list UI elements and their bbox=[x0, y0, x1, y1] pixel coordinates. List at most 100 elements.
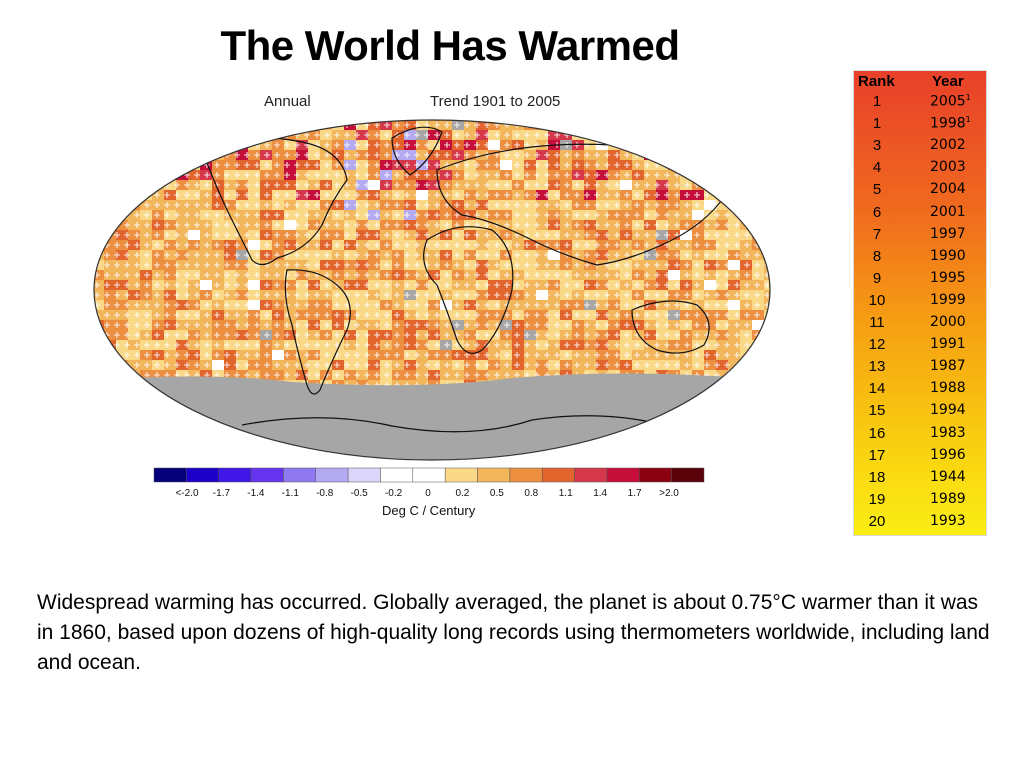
trend-cell bbox=[140, 140, 152, 150]
trend-cell bbox=[692, 140, 704, 150]
year-value: 1990 bbox=[930, 247, 966, 264]
world-map: Annual Trend 1901 to 2005 <-2.0 -1.7 -1.4 -… bbox=[93, 93, 771, 518]
ranking-row: 12 1991 bbox=[854, 336, 988, 358]
trend-cell bbox=[260, 130, 272, 140]
trend-cell bbox=[116, 150, 128, 160]
trend-cell bbox=[728, 160, 740, 170]
ranking-row: 13 1987 bbox=[854, 358, 988, 380]
trend-cell bbox=[116, 130, 128, 140]
rank-value: 5 bbox=[872, 181, 882, 199]
trend-cell bbox=[116, 190, 128, 200]
legend-swatch bbox=[444, 467, 478, 483]
trend-cell bbox=[752, 380, 764, 390]
legend-tick-label: 1.1 bbox=[559, 488, 573, 499]
trend-cell bbox=[94, 180, 104, 190]
trend-cell bbox=[704, 140, 716, 150]
ranking-row: 3 2002 bbox=[854, 137, 988, 159]
year-value: 1991 bbox=[930, 336, 966, 353]
legend-tick-label: 0.2 bbox=[455, 488, 469, 499]
trend-cell bbox=[200, 150, 212, 160]
year-value: 2001 bbox=[930, 203, 966, 220]
rank-header: Rank bbox=[858, 73, 895, 90]
trend-cell bbox=[572, 120, 584, 130]
trend-cell bbox=[764, 350, 770, 360]
trend-cell bbox=[116, 140, 128, 150]
trend-cell bbox=[728, 120, 740, 130]
legend-title: Deg C / Century bbox=[382, 503, 476, 518]
trend-cell bbox=[728, 380, 740, 390]
trend-cell bbox=[740, 200, 752, 210]
trend-cell bbox=[104, 370, 116, 380]
ranking-row: 15 1994 bbox=[854, 402, 988, 424]
trend-cell bbox=[728, 180, 740, 190]
trend-cell bbox=[704, 160, 716, 170]
temperature-trend-map: Annual Trend 1901 to 2005 <-2.0 -1.7 -1.4 -… bbox=[92, 90, 772, 520]
legend-tick-label: -0.8 bbox=[316, 488, 334, 499]
legend-tick-label: -0.2 bbox=[385, 488, 403, 499]
rank-value: 6 bbox=[872, 203, 882, 221]
legend-swatch bbox=[380, 467, 414, 483]
trend-cell bbox=[284, 120, 296, 130]
rank-value: 4 bbox=[872, 159, 882, 177]
trend-cell bbox=[584, 120, 596, 130]
legend-swatch bbox=[477, 467, 511, 483]
trend-cell bbox=[764, 370, 770, 380]
trend-cell bbox=[752, 140, 764, 150]
rank-value: 13 bbox=[868, 358, 886, 376]
trend-cell bbox=[104, 220, 116, 230]
trend-cell bbox=[752, 150, 764, 160]
trend-cell bbox=[656, 130, 668, 140]
legend-tick-label: -1.1 bbox=[282, 488, 300, 499]
trend-cell bbox=[560, 120, 572, 130]
slide-title: The World Has Warmed bbox=[220, 22, 680, 69]
trend-cell bbox=[188, 120, 200, 130]
trend-cell bbox=[764, 210, 770, 220]
trend-cell bbox=[140, 160, 152, 170]
trend-cell bbox=[704, 170, 716, 180]
ranking-row: 1 19981 bbox=[854, 115, 988, 137]
trend-cell bbox=[94, 240, 104, 250]
trend-cell bbox=[596, 120, 608, 130]
trend-cell bbox=[176, 120, 188, 130]
trend-cell bbox=[296, 120, 308, 130]
legend-tick-label: -0.5 bbox=[351, 488, 369, 499]
trend-cell bbox=[632, 120, 644, 130]
ranking-row: 4 2003 bbox=[854, 159, 988, 181]
trend-cell bbox=[764, 340, 770, 350]
year-footnote: 1 bbox=[965, 93, 971, 102]
trend-cell bbox=[740, 170, 752, 180]
trend-cell bbox=[212, 120, 224, 130]
trend-cell bbox=[692, 130, 704, 140]
color-legend: <-2.0 -1.7 -1.4 -1.1 -0.8 -0.5 -0.2 0 0.2 0.5 0.8 1… bbox=[153, 467, 705, 518]
trend-cell bbox=[740, 190, 752, 200]
trend-cell bbox=[764, 190, 770, 200]
trend-cell bbox=[740, 380, 752, 390]
trend-cell bbox=[176, 130, 188, 140]
trend-cell bbox=[680, 160, 692, 170]
trend-cell bbox=[94, 190, 104, 200]
trend-cell bbox=[116, 180, 128, 190]
trend-cell bbox=[260, 120, 272, 130]
continent-outlines bbox=[201, 126, 733, 395]
trend-cell bbox=[104, 180, 116, 190]
trend-cell bbox=[164, 140, 176, 150]
year-value: 2003 bbox=[930, 159, 966, 176]
trend-cell bbox=[140, 170, 152, 180]
trend-cell bbox=[94, 160, 104, 170]
ranking-row: 7 1997 bbox=[854, 226, 988, 248]
trend-cell bbox=[212, 140, 224, 150]
trend-cell bbox=[94, 370, 104, 380]
legend-tick-label: -1.7 bbox=[213, 488, 231, 499]
trend-cell bbox=[764, 160, 770, 170]
north-america-outline bbox=[201, 136, 348, 266]
map-label-trend: Trend 1901 to 2005 bbox=[430, 93, 560, 110]
trend-cell bbox=[764, 250, 770, 260]
legend-swatch bbox=[412, 467, 446, 483]
year-value: 19981 bbox=[930, 115, 971, 132]
trend-cell bbox=[764, 170, 770, 180]
rank-value: 3 bbox=[872, 137, 882, 155]
trend-cell bbox=[94, 120, 104, 130]
trend-cell bbox=[152, 130, 164, 140]
rank-value: 18 bbox=[868, 468, 886, 486]
trend-cell bbox=[176, 140, 188, 150]
